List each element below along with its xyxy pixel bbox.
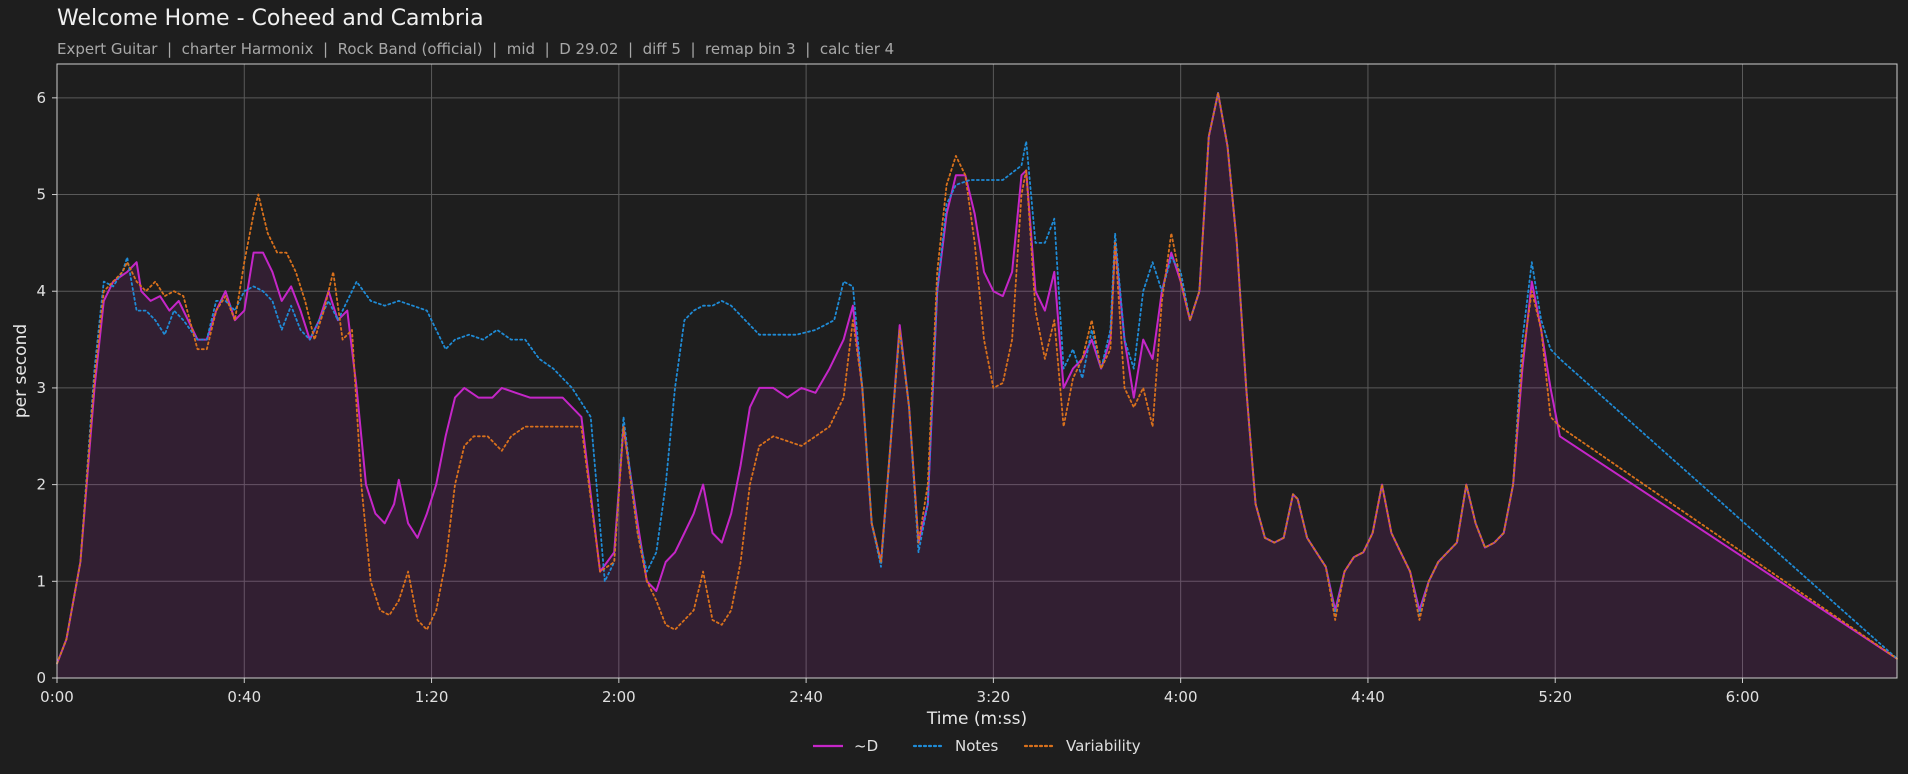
series-line-2 xyxy=(56,92,1898,665)
series-layer xyxy=(56,92,1898,665)
y-tick-label: 0 xyxy=(36,669,46,687)
tick-layer: 0:00 0:40 1:20 2:00 2:40 3:20 4:00 4:40 5:20 6:00… xyxy=(36,89,1759,706)
y-tick-label: 3 xyxy=(36,379,46,397)
x-axis-label: Time (m:ss) xyxy=(926,709,1027,729)
fill-layer xyxy=(57,93,1897,678)
x-tick-label: 4:40 xyxy=(1351,688,1385,706)
x-tick-label: 5:20 xyxy=(1538,688,1572,706)
x-tick-label: 2:00 xyxy=(602,688,636,706)
chart-title: Welcome Home - Coheed and Cambria xyxy=(57,6,484,31)
plot-frame xyxy=(56,63,1898,679)
chart-subtitle: Expert Guitar | charter Harmonix | Rock … xyxy=(57,40,895,58)
x-tick-label: 1:20 xyxy=(415,688,449,706)
x-tick-label: 3:20 xyxy=(977,688,1011,706)
x-tick-label: 2:40 xyxy=(789,688,823,706)
legend-label-0: ~D xyxy=(854,737,878,755)
y-tick-label: 5 xyxy=(36,186,46,204)
legend: ~D Notes Variability xyxy=(813,737,1141,755)
x-tick-label: 4:00 xyxy=(1164,688,1198,706)
y-tick-label: 6 xyxy=(36,89,46,107)
legend-label-1: Notes xyxy=(955,737,999,755)
series-line-1 xyxy=(56,92,1898,665)
legend-label-2: Variability xyxy=(1066,737,1141,755)
series-area-0 xyxy=(57,93,1897,678)
x-tick-label: 0:40 xyxy=(227,688,261,706)
y-tick-label: 2 xyxy=(36,476,46,494)
y-tick-label: 4 xyxy=(36,282,46,300)
y-tick-label: 1 xyxy=(36,572,46,590)
x-tick-label: 6:00 xyxy=(1726,688,1760,706)
x-tick-label: 0:00 xyxy=(40,688,74,706)
y-axis-label: per second xyxy=(11,324,31,418)
